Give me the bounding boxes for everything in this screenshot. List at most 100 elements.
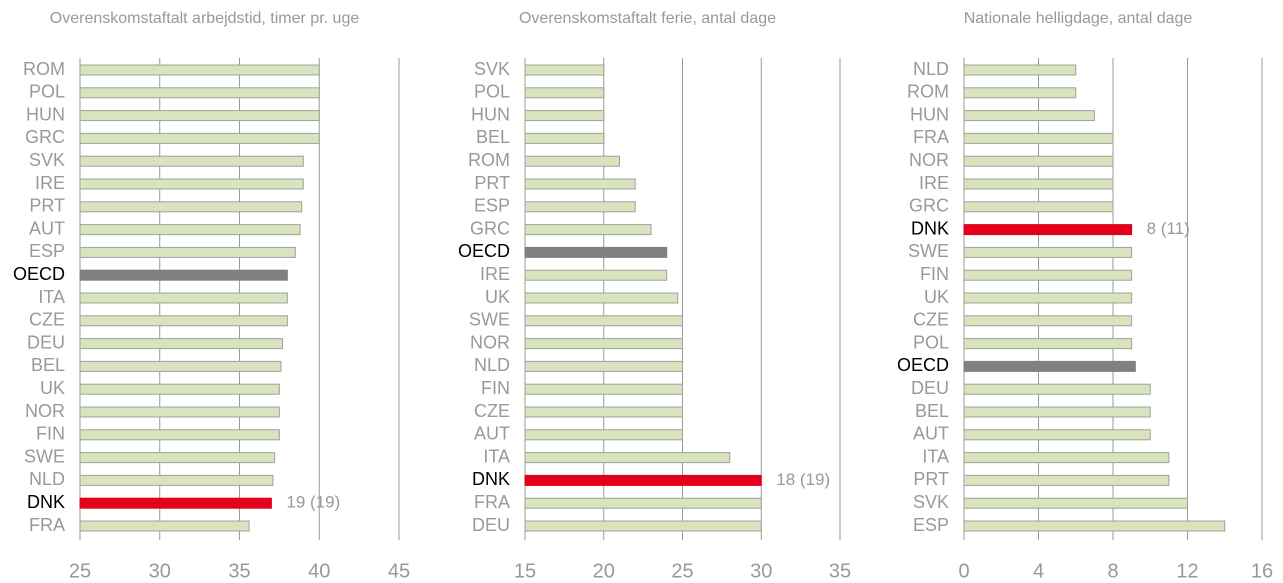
bar (963, 292, 1133, 304)
y-tick-label: BEL (915, 401, 949, 421)
bar (524, 155, 620, 167)
y-tick-label: DNK (911, 218, 949, 238)
y-tick-label: FIN (481, 378, 510, 398)
y-tick-label: HUN (26, 104, 65, 124)
bar (963, 201, 1114, 213)
y-tick-label: CZE (29, 310, 65, 330)
bar (524, 201, 636, 213)
bar (524, 269, 668, 281)
y-tick-label: SVK (913, 492, 949, 512)
y-tick-label: GRC (25, 127, 65, 147)
annotation: 8 (11) (1147, 219, 1190, 238)
y-tick-label: NOR (909, 150, 949, 170)
bar (963, 269, 1133, 281)
y-tick-label: SWE (469, 310, 510, 330)
bar (524, 360, 683, 372)
bar (524, 452, 731, 464)
chart-title: Overenskomstaftalt ferie, antal dage (519, 10, 776, 27)
y-tick-label: UK (924, 287, 949, 307)
bar (79, 360, 282, 372)
bar (524, 383, 683, 395)
y-tick-label: IRE (35, 173, 65, 193)
bar (79, 269, 288, 281)
y-tick-label: POL (913, 332, 949, 352)
y-tick-label: OECD (458, 241, 510, 261)
bar (79, 110, 320, 122)
y-tick-label: FRA (474, 492, 510, 512)
y-tick-label: AUT (913, 424, 949, 444)
x-tick-label: 12 (1176, 560, 1198, 582)
x-tick-label: 16 (1251, 560, 1273, 582)
y-tick-label: PRT (913, 469, 949, 489)
x-tick-label: 4 (1033, 560, 1044, 582)
bar (524, 178, 636, 190)
bar (963, 315, 1133, 327)
y-tick-label: NLD (913, 59, 949, 79)
bar (963, 338, 1133, 350)
y-tick-label: SVK (29, 150, 65, 170)
y-tick-label: OECD (897, 355, 949, 375)
bar (79, 315, 288, 327)
bar (963, 224, 1133, 236)
bar (524, 497, 762, 509)
bar (963, 132, 1114, 144)
y-tick-label: HUN (471, 104, 510, 124)
x-tick-label: 20 (593, 560, 615, 582)
bar (79, 497, 272, 509)
y-tick-label: FRA (913, 127, 949, 147)
bar (79, 452, 276, 464)
bar (79, 246, 296, 258)
y-tick-label: NLD (29, 469, 65, 489)
y-tick-label: PRT (474, 173, 510, 193)
y-tick-label: GRC (909, 196, 949, 216)
y-tick-label: ITA (483, 446, 510, 466)
y-tick-label: SWE (908, 241, 949, 261)
y-tick-label: ROM (468, 150, 510, 170)
y-tick-label: POL (474, 82, 510, 102)
annotation: 19 (19) (286, 493, 340, 512)
bar (524, 406, 683, 418)
x-tick-label: 8 (1107, 560, 1118, 582)
bar (79, 338, 284, 350)
y-tick-label: FRA (29, 515, 65, 535)
y-tick-label: BEL (476, 127, 510, 147)
bar (963, 452, 1170, 464)
bar (963, 246, 1133, 258)
y-tick-label: DNK (472, 469, 510, 489)
bar (79, 87, 320, 99)
y-tick-label: CZE (913, 310, 949, 330)
y-tick-label: FIN (920, 264, 949, 284)
bar (524, 429, 683, 441)
chart-title: Nationale helligdage, antal dage (964, 10, 1193, 27)
bar (963, 87, 1077, 99)
bar (963, 406, 1151, 418)
bar (524, 246, 668, 258)
y-tick-label: AUT (474, 424, 510, 444)
y-tick-label: OECD (13, 264, 65, 284)
bar (963, 497, 1188, 509)
y-tick-label: DEU (911, 378, 949, 398)
bar (524, 474, 762, 486)
x-tick-label: 35 (829, 560, 851, 582)
bar (963, 360, 1136, 372)
bar (524, 87, 605, 99)
bar (79, 383, 280, 395)
bar (963, 383, 1151, 395)
y-tick-label: FIN (36, 424, 65, 444)
x-tick-label: 15 (514, 560, 536, 582)
bar (79, 474, 274, 486)
y-tick-label: HUN (910, 104, 949, 124)
y-tick-label: NOR (25, 401, 65, 421)
bar (79, 429, 280, 441)
y-tick-label: ITA (38, 287, 65, 307)
bar (79, 224, 301, 236)
x-tick-label: 25 (69, 560, 91, 582)
y-tick-label: IRE (919, 173, 949, 193)
bar (79, 406, 280, 418)
bar (524, 520, 762, 532)
x-tick-label: 40 (308, 560, 330, 582)
y-tick-label: CZE (474, 401, 510, 421)
bar (963, 520, 1226, 532)
y-tick-label: AUT (29, 218, 65, 238)
